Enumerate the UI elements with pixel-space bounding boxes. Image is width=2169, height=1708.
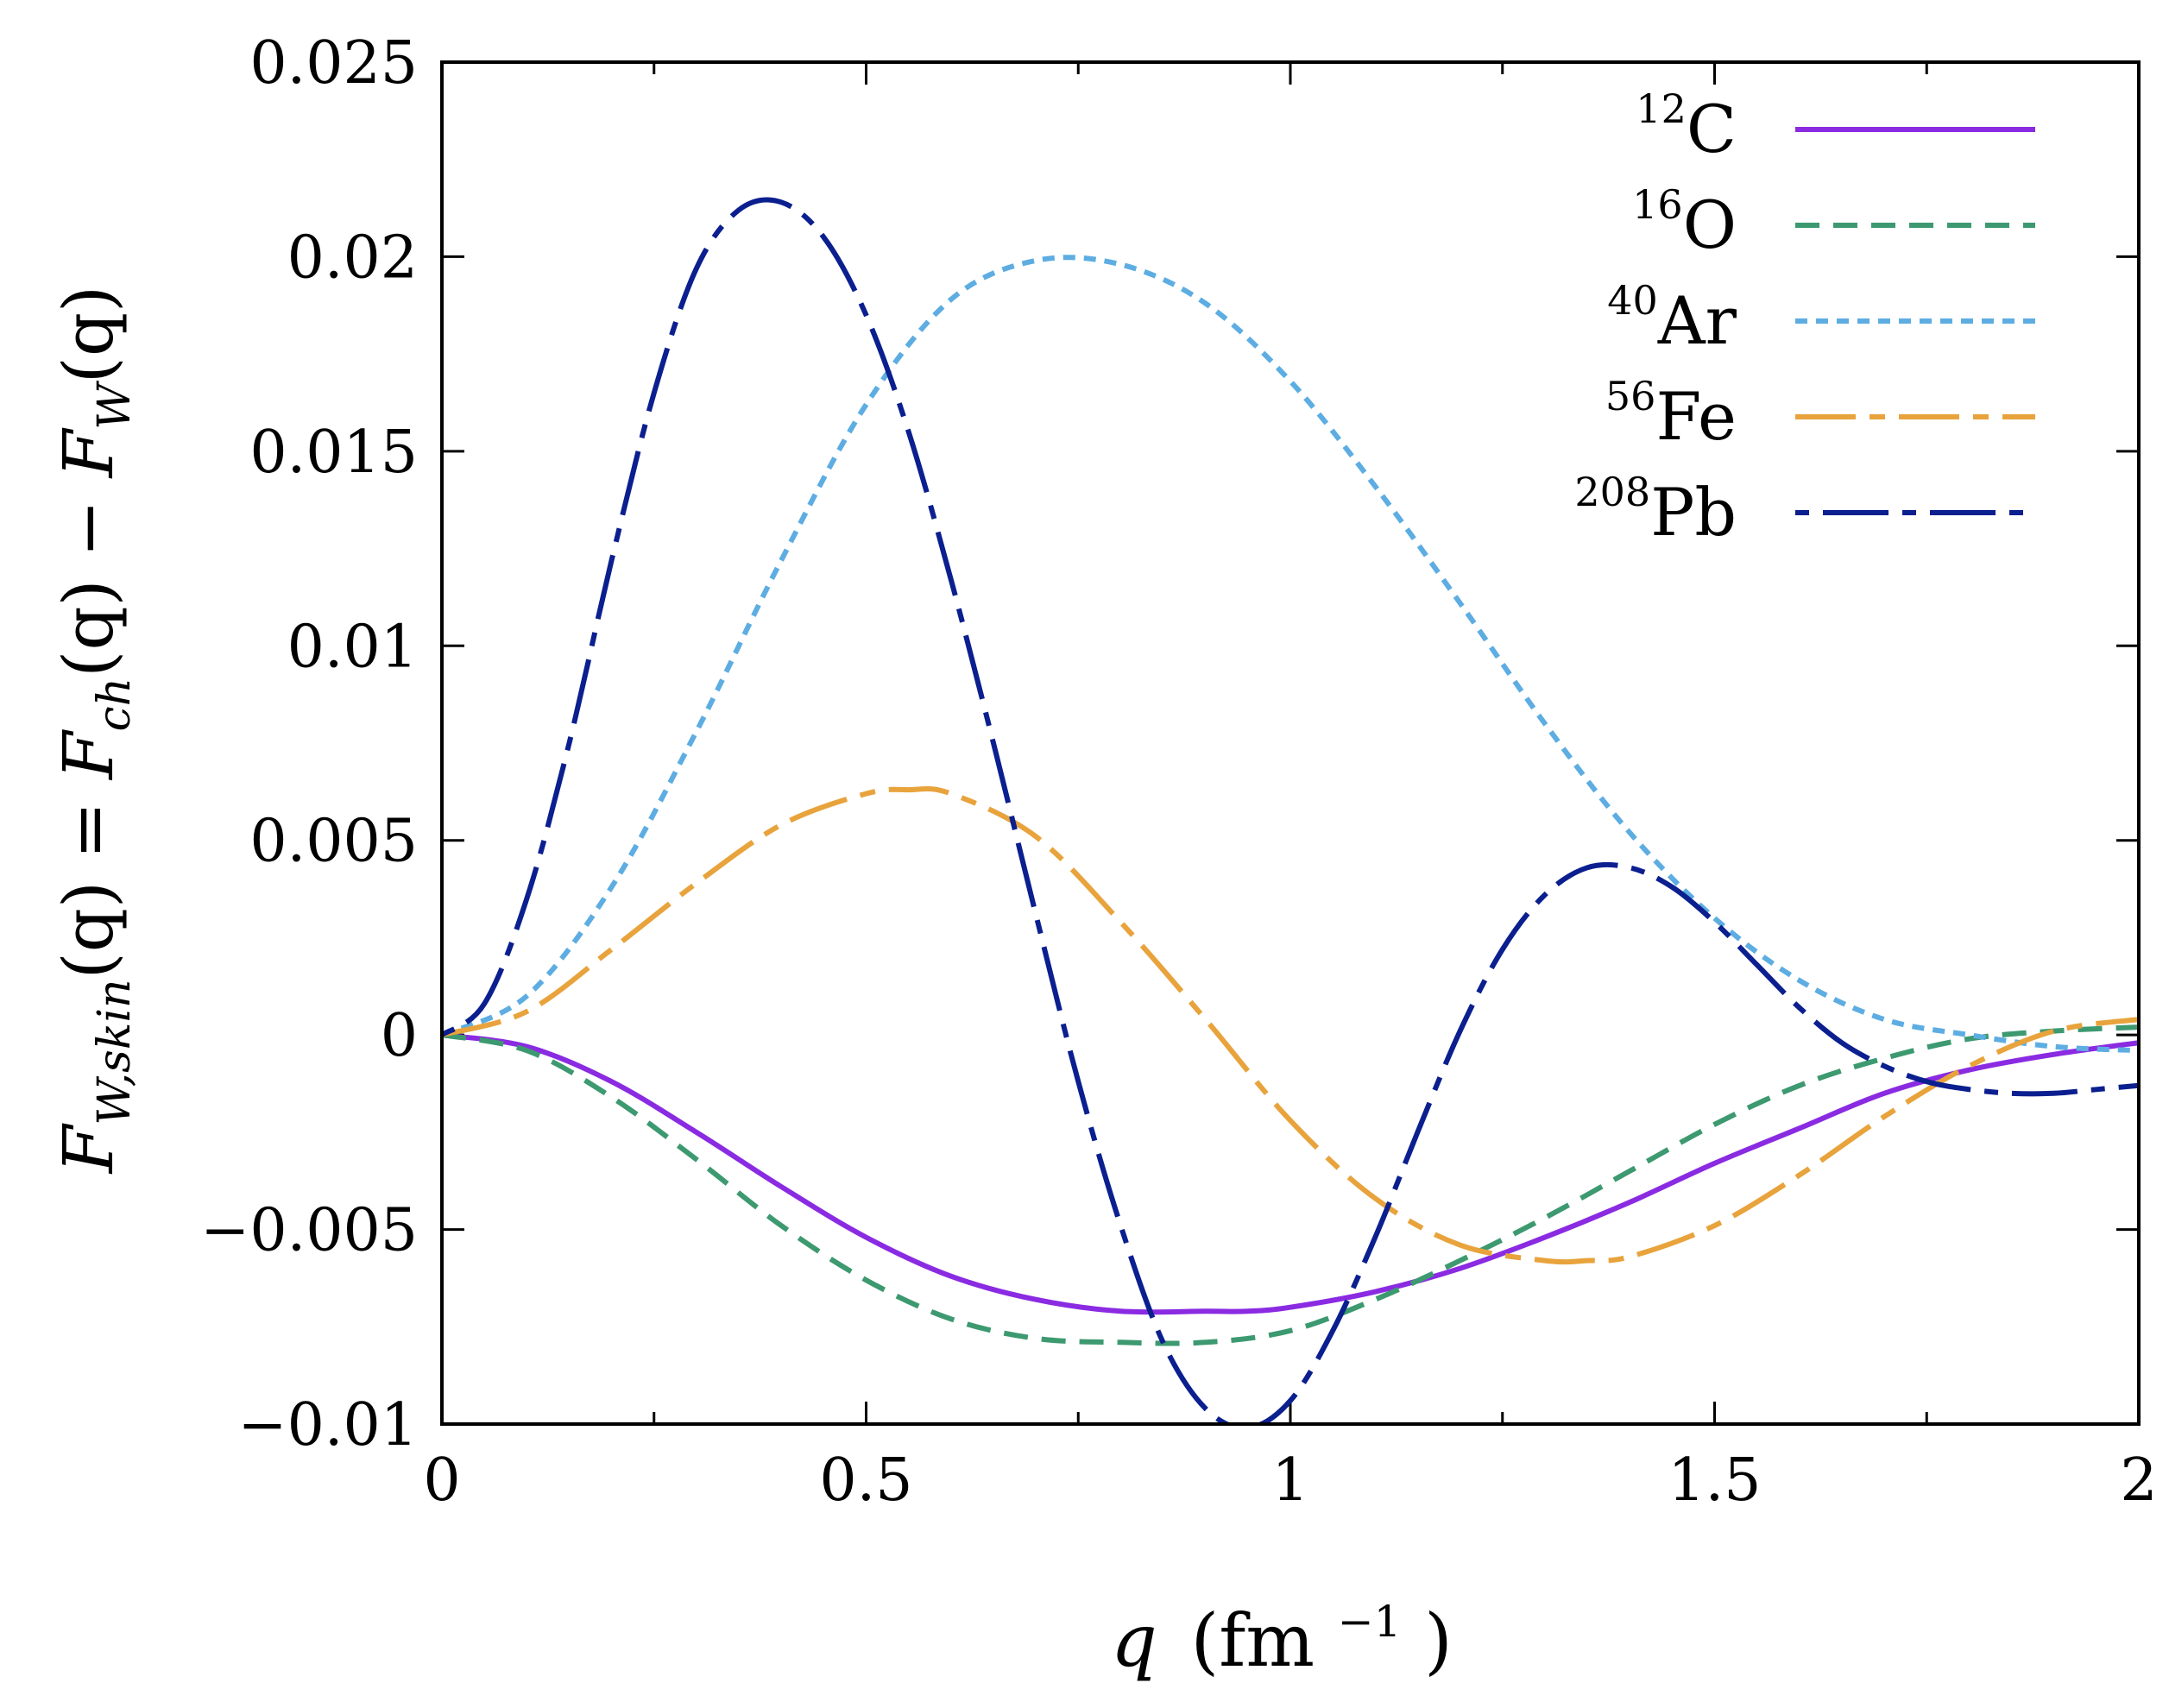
legend-element-symbol: Pb: [1650, 474, 1737, 551]
x-tick-label: 1: [1271, 1446, 1308, 1515]
series-line-40Ar: [442, 255, 2139, 1054]
legend-element-symbol: C: [1687, 91, 1737, 167]
series-lines: [442, 197, 2139, 1424]
legend-element-symbol: O: [1683, 186, 1737, 263]
series-line-16O: [442, 1024, 2139, 1346]
x-axis-unit-sup: −1: [1338, 1597, 1402, 1647]
legend-mass-number: 40: [1607, 277, 1658, 324]
y-tick-label: −0.005: [200, 1197, 418, 1265]
y-tick-label: 0.025: [249, 29, 418, 98]
y-tick-label: 0.02: [287, 224, 418, 292]
y-title-lhs-arg: (q) =: [48, 779, 129, 980]
x-tick-label: 2: [2120, 1446, 2157, 1515]
y-title-w: F: [48, 427, 129, 479]
legend-label-16O: 16O: [1632, 181, 1737, 263]
y-title-ch-sub: ch: [89, 678, 141, 732]
x-tick-label: 0: [423, 1446, 460, 1515]
x-axis-variable: q: [1111, 1598, 1157, 1683]
y-tick-label: 0.015: [249, 419, 418, 487]
y-axis-title: FW,skin(q) = Fch(q) − FW(q): [48, 286, 141, 1175]
legend-label-40Ar: 40Ar: [1607, 277, 1737, 359]
legend-label-56Fe: 56Fe: [1605, 373, 1737, 455]
y-tick-label: 0.01: [287, 613, 418, 681]
y-title-lhs-sub: W,skin: [89, 980, 141, 1125]
legend-label-208Pb: 208Pb: [1574, 469, 1737, 551]
plot-frame: [440, 60, 2141, 1426]
x-tick-label: 0.5: [819, 1446, 912, 1515]
y-tick-label: −0.01: [238, 1391, 418, 1459]
y-title-w-sub: W: [89, 381, 141, 430]
y-title-lhs: F: [48, 1123, 129, 1175]
series-line-56Fe: [442, 785, 2139, 1265]
y-title-ch: F: [48, 729, 129, 781]
legend-element-symbol: Ar: [1657, 282, 1737, 359]
legend-mass-number: 16: [1632, 181, 1683, 228]
x-tick-label: 1.5: [1668, 1446, 1761, 1515]
series-line-12C: [442, 1032, 2139, 1315]
legend-mass-number: 12: [1636, 85, 1687, 132]
legend-mass-number: 56: [1605, 373, 1656, 419]
legend-mass-number: 208: [1574, 469, 1650, 515]
legend-label-12C: 12C: [1636, 85, 1737, 167]
tick-labels: 0 0.5 1 1.5 2 −0.01 −0.005 0 0.005 0.01 0.015 0.02 0…: [200, 29, 2157, 1515]
x-axis-title: q (fm −1 ): [1111, 1569, 1453, 1683]
y-tick-label: 0: [381, 1002, 418, 1070]
legend-element-symbol: Fe: [1655, 378, 1737, 455]
x-axis-unit-open: (fm: [1191, 1598, 1315, 1683]
y-tick-label: 0.005: [249, 808, 418, 876]
x-axis-unit-close: ): [1424, 1598, 1453, 1683]
y-title-ch-arg: (q) −: [48, 477, 129, 678]
y-title-w-arg: (q): [48, 286, 129, 384]
